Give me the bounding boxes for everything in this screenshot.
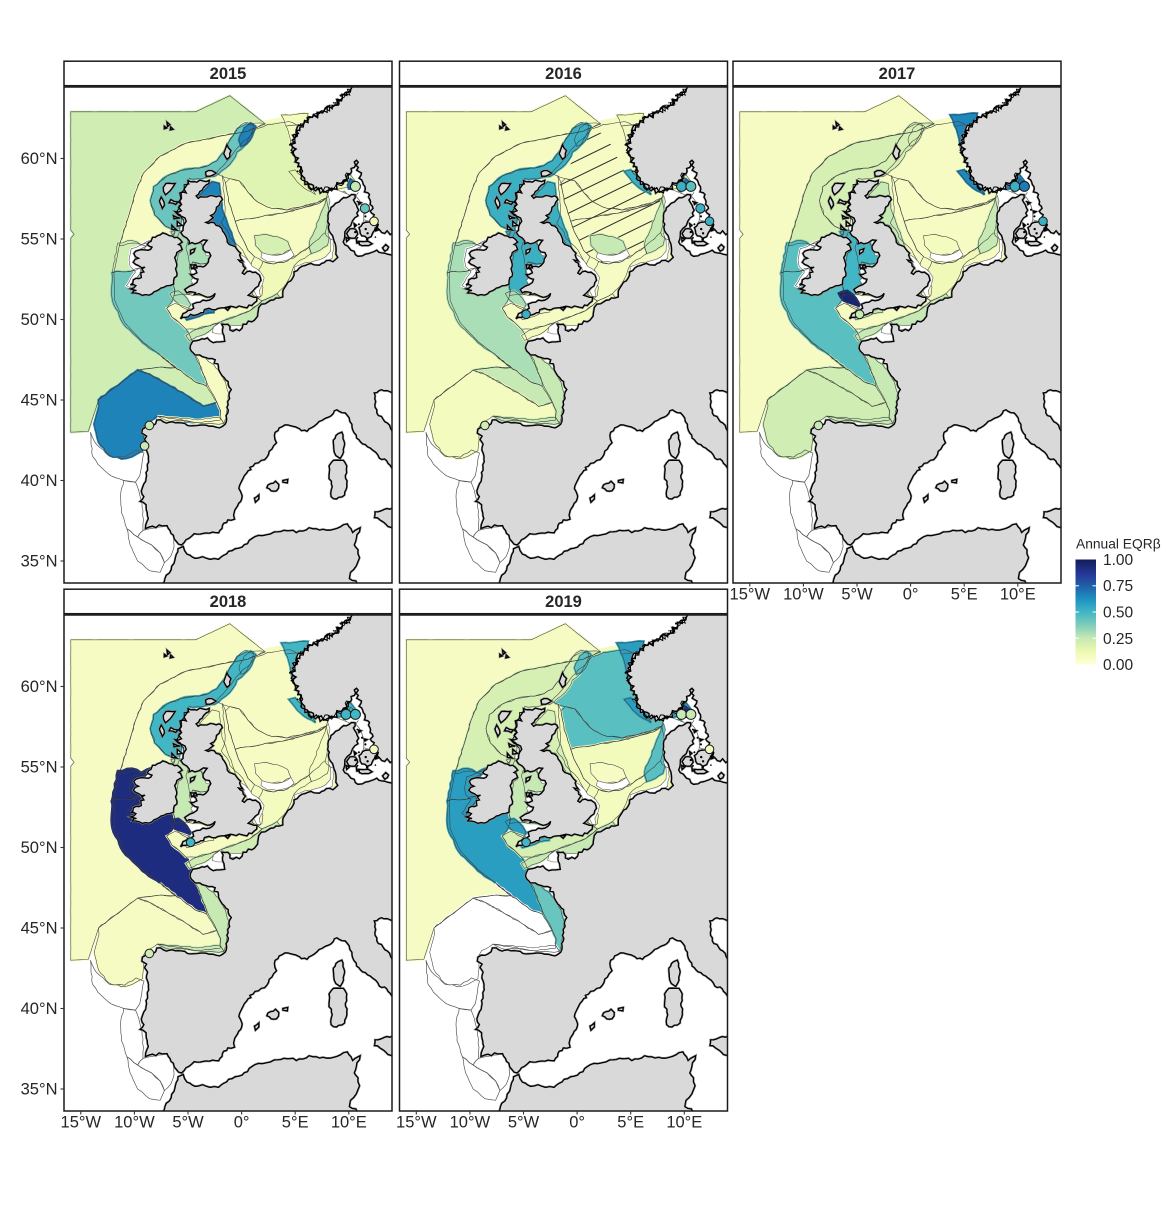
svg-text:10°E: 10°E	[666, 1114, 702, 1132]
svg-text:10°E: 10°E	[331, 1114, 367, 1132]
svg-text:40°N: 40°N	[21, 472, 58, 490]
svg-text:0.50: 0.50	[1103, 605, 1134, 622]
svg-text:5°E: 5°E	[617, 1114, 644, 1132]
svg-text:5°E: 5°E	[282, 1114, 309, 1132]
svg-text:55°N: 55°N	[21, 231, 58, 249]
svg-text:35°N: 35°N	[21, 553, 58, 571]
svg-text:10°E: 10°E	[1000, 586, 1036, 604]
svg-text:0°: 0°	[569, 1114, 585, 1132]
svg-text:1.00: 1.00	[1103, 552, 1134, 569]
svg-text:15°W: 15°W	[61, 1114, 102, 1132]
svg-text:35°N: 35°N	[21, 1081, 58, 1099]
svg-text:55°N: 55°N	[21, 759, 58, 777]
svg-text:60°N: 60°N	[21, 678, 58, 696]
svg-text:2017: 2017	[879, 65, 916, 83]
svg-text:2019: 2019	[545, 593, 582, 611]
svg-text:40°N: 40°N	[21, 1000, 58, 1018]
svg-text:0.75: 0.75	[1103, 578, 1133, 595]
svg-text:0.00: 0.00	[1103, 657, 1134, 674]
svg-text:0°: 0°	[234, 1114, 250, 1132]
svg-text:5°W: 5°W	[841, 586, 873, 604]
svg-text:50°N: 50°N	[21, 839, 58, 857]
svg-text:10°W: 10°W	[450, 1114, 491, 1132]
svg-text:0.25: 0.25	[1103, 631, 1133, 648]
svg-text:45°N: 45°N	[21, 920, 58, 938]
svg-text:2015: 2015	[210, 65, 247, 83]
svg-text:60°N: 60°N	[21, 150, 58, 168]
svg-text:10°W: 10°W	[114, 1114, 155, 1132]
svg-text:5°W: 5°W	[508, 1114, 540, 1132]
svg-text:15°W: 15°W	[730, 586, 771, 604]
svg-text:5°E: 5°E	[951, 586, 978, 604]
svg-text:2018: 2018	[210, 593, 247, 611]
svg-text:15°W: 15°W	[396, 1114, 437, 1132]
svg-text:5°W: 5°W	[172, 1114, 204, 1132]
svg-text:0°: 0°	[903, 586, 919, 604]
svg-text:2016: 2016	[545, 65, 582, 83]
svg-text:10°W: 10°W	[783, 586, 824, 604]
svg-text:Annual EQRβ: Annual EQRβ	[1076, 537, 1161, 552]
svg-text:50°N: 50°N	[21, 311, 58, 329]
svg-text:45°N: 45°N	[21, 392, 58, 410]
